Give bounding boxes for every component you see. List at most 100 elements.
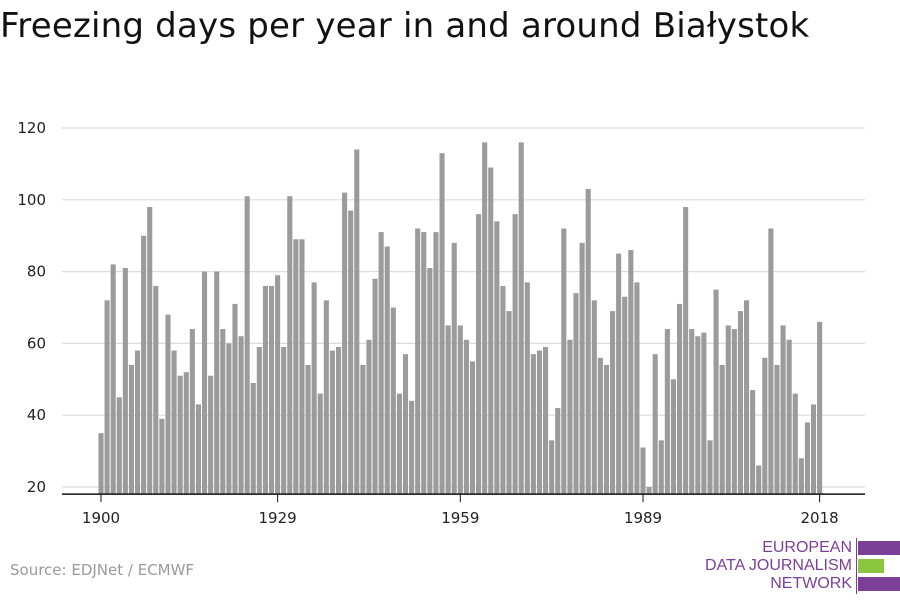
bar-1993 — [664, 329, 670, 495]
bar-1953 — [421, 232, 427, 495]
bar-1943 — [360, 364, 366, 495]
bar-1991 — [652, 354, 658, 495]
bar-1996 — [683, 206, 689, 495]
bar-1966 — [500, 285, 506, 495]
bar-1955 — [433, 232, 439, 495]
bar-1946 — [378, 232, 384, 495]
bar-1944 — [366, 339, 372, 495]
bar-1951 — [409, 400, 415, 495]
bar-1969 — [518, 142, 524, 495]
bar-1945 — [372, 278, 378, 495]
bar-1998 — [695, 336, 701, 495]
bar-2005 — [737, 311, 743, 495]
chart-title: Freezing days per year in and around Bia… — [0, 6, 810, 46]
y-tick-label: 20 — [27, 478, 46, 496]
logo-line-3: NETWORK — [770, 575, 852, 592]
bar-1990 — [646, 487, 652, 495]
bar-2012 — [780, 325, 786, 495]
bars — [98, 142, 823, 495]
bar-1961 — [469, 361, 476, 495]
bar-1978 — [573, 293, 579, 495]
bar-1913 — [177, 375, 183, 495]
bar-1972 — [536, 350, 543, 495]
bar-2013 — [786, 339, 792, 495]
bar-1901 — [104, 300, 110, 495]
y-tick-label: 120 — [17, 119, 46, 137]
bar-1921 — [226, 343, 232, 495]
bar-1942 — [354, 149, 360, 495]
bar-1905 — [128, 364, 134, 495]
bar-1983 — [603, 364, 610, 495]
x-tick-label: 1989 — [624, 509, 662, 527]
logo-bar-purple-top — [858, 541, 900, 555]
bar-1971 — [530, 354, 536, 495]
bar-1963 — [482, 142, 488, 495]
bar-1967 — [506, 311, 512, 495]
x-axis: 1900 1929 1959 1989 2018 — [62, 493, 865, 527]
bar-1976 — [561, 228, 567, 495]
bar-1936 — [317, 393, 323, 495]
bar-2006 — [743, 300, 750, 495]
bar-1917 — [201, 271, 208, 495]
bar-1962 — [476, 214, 482, 495]
bar-2011 — [774, 364, 780, 495]
bar-1989 — [640, 447, 646, 495]
bar-1977 — [567, 339, 573, 495]
y-tick-label: 100 — [17, 191, 46, 209]
bar-1981 — [591, 300, 597, 495]
bar-1968 — [512, 214, 518, 495]
bar-1956 — [439, 153, 445, 495]
bar-1959 — [457, 325, 463, 495]
x-tick-label: 1900 — [82, 509, 120, 527]
bar-1912 — [171, 350, 177, 495]
bar-1949 — [396, 393, 402, 495]
bar-2015 — [798, 458, 804, 495]
bar-1919 — [214, 271, 220, 495]
bar-1995 — [677, 303, 683, 495]
bar-1964 — [488, 167, 494, 495]
bar-1952 — [415, 228, 421, 495]
bar-1948 — [390, 307, 396, 495]
bar-1909 — [153, 285, 159, 495]
bar-2008 — [756, 465, 762, 495]
bar-1986 — [622, 296, 628, 495]
bar-1916 — [195, 404, 201, 495]
bar-1947 — [384, 246, 390, 495]
logo-line-2: DATA JOURNALISM — [705, 557, 852, 574]
bar-1958 — [451, 242, 457, 495]
bar-1954 — [427, 268, 433, 495]
logo-bar-green — [858, 559, 884, 573]
logo-line-1: EUROPEAN — [762, 539, 852, 556]
bar-1926 — [256, 346, 262, 495]
bar-1970 — [524, 282, 530, 495]
bar-1985 — [616, 253, 622, 495]
bar-1960 — [463, 339, 469, 495]
edjnet-logo[interactable]: EUROPEAN DATA JOURNALISM NETWORK — [700, 538, 900, 594]
bar-2018 — [817, 321, 823, 495]
bar-1930 — [281, 346, 287, 495]
bar-1922 — [232, 303, 238, 495]
bar-1925 — [250, 382, 256, 495]
bar-1928 — [268, 285, 275, 495]
bar-1979 — [579, 242, 585, 495]
bar-1980 — [585, 189, 591, 495]
y-tick-label: 80 — [27, 263, 46, 281]
bar-1904 — [122, 268, 128, 495]
bar-1920 — [220, 329, 226, 495]
bar-1965 — [494, 221, 500, 495]
bar-2016 — [804, 422, 810, 495]
bar-1907 — [141, 235, 147, 495]
bar-2000 — [707, 440, 713, 495]
bar-1915 — [189, 329, 195, 495]
bar-1906 — [134, 350, 141, 495]
bar-1911 — [165, 314, 171, 495]
bar-1975 — [555, 408, 561, 495]
y-tick-label: 60 — [27, 334, 46, 352]
x-tick-label: 1929 — [259, 509, 297, 527]
bar-1937 — [323, 300, 329, 495]
bar-2010 — [768, 228, 774, 495]
bar-1900 — [98, 433, 104, 495]
bar-1924 — [244, 196, 250, 495]
bar-1999 — [701, 332, 707, 495]
bar-1950 — [402, 354, 409, 495]
